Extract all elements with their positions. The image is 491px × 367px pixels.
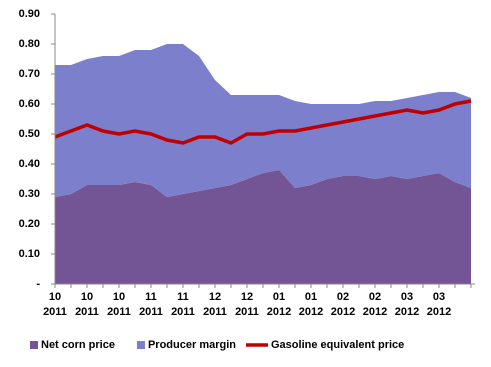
y-tick-label: 0.60 — [19, 98, 40, 110]
x-tick-label: 10 2011 — [75, 291, 99, 318]
x-tick-label: 10 2011 — [43, 291, 67, 318]
y-tick-label: 0.80 — [19, 38, 40, 50]
y-tick-label: 0.40 — [19, 158, 40, 170]
legend-label: Gasoline equivalent price — [271, 339, 404, 351]
area — [55, 44, 471, 197]
y-tick-label: 0.50 — [19, 128, 40, 140]
legend-swatch — [30, 341, 38, 349]
x-tick-label: 12 2011 — [235, 291, 259, 318]
y-tick-label: - — [36, 278, 40, 290]
area — [55, 170, 471, 284]
legend-label: Producer margin — [148, 339, 236, 351]
y-tick-label: 0.20 — [19, 218, 40, 230]
y-tick-label: 0.90 — [19, 8, 40, 20]
x-tick-label: 02 2012 — [330, 291, 356, 318]
x-tick-label: 11 2011 — [171, 291, 195, 318]
x-tick-label: 01 2012 — [266, 291, 292, 318]
x-tick-label: 10 2011 — [107, 291, 131, 318]
x-tick-label: 01 2012 — [298, 291, 324, 318]
x-tick-label: 03 2012 — [426, 291, 452, 318]
x-tick-label: 02 2012 — [362, 291, 388, 318]
x-tick-label: 03 2012 — [394, 291, 420, 318]
legend-swatch — [136, 341, 145, 349]
x-tick-label: 11 2011 — [139, 291, 163, 318]
y-tick-label: 0.30 — [19, 188, 40, 200]
x-tick-label: 12 2011 — [203, 291, 227, 318]
line — [54, 99, 472, 145]
y-tick-label: 0.10 — [19, 248, 40, 260]
y-tick-label: 0.70 — [19, 68, 40, 80]
legend-label: Net corn price — [41, 339, 115, 351]
